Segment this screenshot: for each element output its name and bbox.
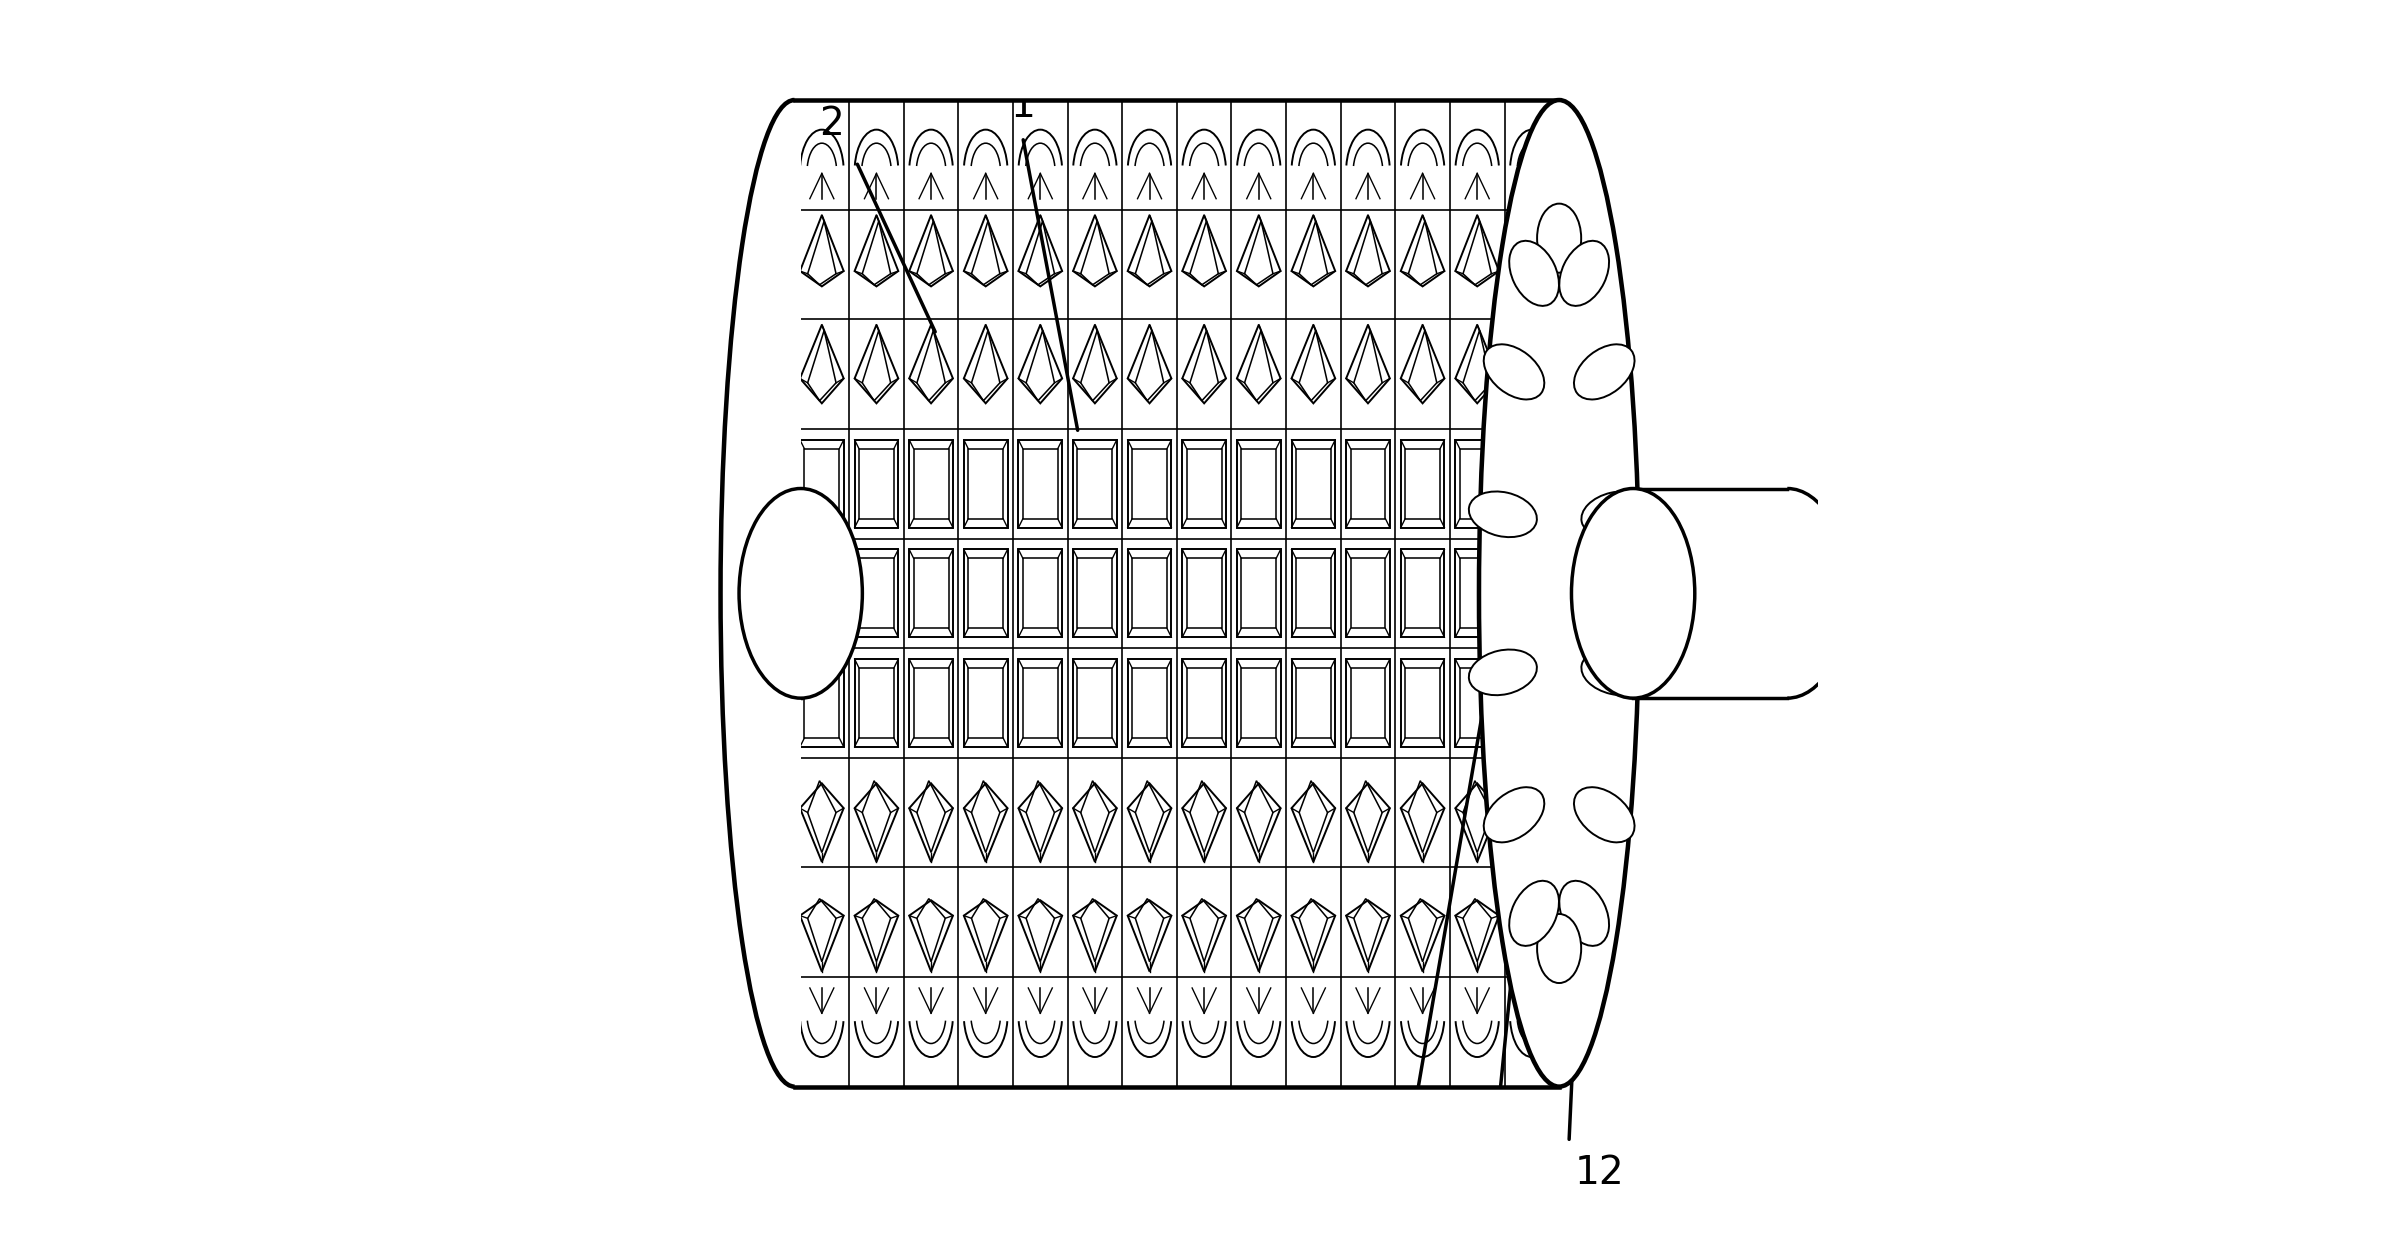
Text: 3: 3 bbox=[1490, 1130, 1514, 1168]
Polygon shape bbox=[795, 1086, 1562, 1235]
Polygon shape bbox=[795, 100, 1560, 1086]
Ellipse shape bbox=[1560, 881, 1610, 946]
Ellipse shape bbox=[1581, 650, 1648, 695]
Ellipse shape bbox=[1538, 204, 1581, 273]
Ellipse shape bbox=[1509, 241, 1560, 305]
Text: 1: 1 bbox=[1009, 87, 1036, 125]
Text: 12: 12 bbox=[1574, 1154, 1624, 1193]
Ellipse shape bbox=[1468, 492, 1538, 538]
Ellipse shape bbox=[1538, 913, 1581, 983]
Ellipse shape bbox=[1478, 100, 1639, 1086]
Ellipse shape bbox=[1572, 488, 1694, 698]
Polygon shape bbox=[584, 1, 800, 1235]
Ellipse shape bbox=[1468, 650, 1538, 695]
Ellipse shape bbox=[1560, 241, 1610, 305]
Ellipse shape bbox=[1581, 492, 1648, 538]
Text: 11: 11 bbox=[1348, 1105, 1399, 1143]
Ellipse shape bbox=[1574, 345, 1634, 399]
Ellipse shape bbox=[1483, 787, 1545, 843]
Ellipse shape bbox=[1574, 787, 1634, 843]
Ellipse shape bbox=[1509, 881, 1560, 946]
Polygon shape bbox=[795, 1, 1562, 100]
Text: 2: 2 bbox=[819, 105, 843, 143]
Ellipse shape bbox=[1483, 345, 1545, 399]
Ellipse shape bbox=[740, 488, 863, 698]
